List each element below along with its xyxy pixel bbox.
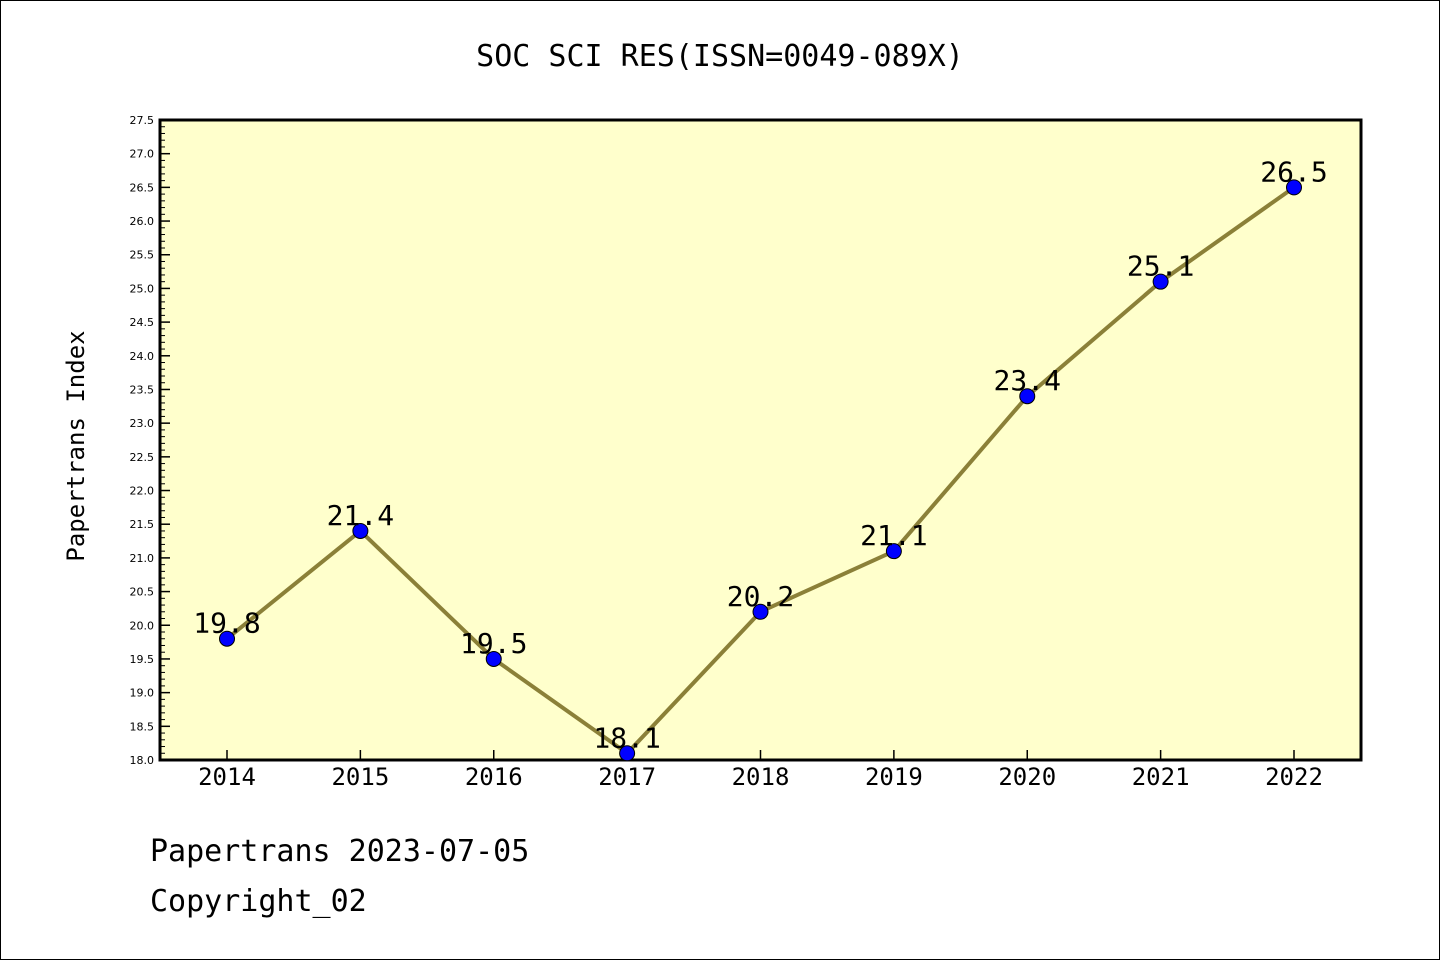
y-tick-label: 26.0 — [130, 215, 155, 228]
data-label: 18.1 — [593, 721, 660, 754]
data-point — [885, 543, 902, 560]
data-label: 23.4 — [994, 364, 1061, 397]
y-tick-label: 23.5 — [130, 383, 155, 396]
data-point — [485, 650, 502, 667]
y-tick-label: 24.0 — [130, 350, 155, 363]
y-tick-label: 21.5 — [130, 518, 155, 531]
chart-title: SOC SCI RES(ISSN=0049-089X) — [476, 39, 964, 74]
y-tick-label: 20.5 — [130, 586, 155, 599]
data-label: 21.4 — [327, 499, 394, 532]
data-point — [352, 522, 369, 539]
data-point — [752, 603, 769, 620]
data-point — [619, 745, 636, 762]
y-tick-label: 22.0 — [130, 485, 155, 498]
y-tick-label: 20.0 — [130, 619, 155, 632]
data-point — [1152, 273, 1169, 290]
x-tick-label: 2022 — [1265, 763, 1323, 791]
data-point — [1019, 388, 1036, 405]
x-tick-label: 2021 — [1132, 763, 1190, 791]
x-tick-label: 2014 — [198, 763, 256, 791]
data-label: 26.5 — [1260, 155, 1327, 188]
y-tick-label: 18.0 — [130, 754, 155, 767]
data-label: 19.8 — [193, 607, 260, 640]
x-tick-label: 2016 — [465, 763, 523, 791]
data-points — [219, 179, 1302, 762]
x-tick-label: 2017 — [598, 763, 656, 791]
x-tick-label: 2015 — [331, 763, 389, 791]
y-axis: 18.0 18.5 19.0 19.5 20.0 20.5 21.0 21.5 22.0 22.5… — [130, 114, 170, 767]
footer-date-line: Papertrans 2023-07-05 — [150, 834, 530, 869]
y-tick-label: 19.0 — [130, 687, 155, 700]
data-point — [219, 630, 235, 647]
y-tick-label: 24.5 — [130, 316, 155, 329]
x-tick-label: 2018 — [732, 763, 790, 791]
plot-area — [158, 118, 1363, 762]
data-labels: 19.8 21.4 19.5 18.1 20.2 21.1 23.4 25.1 26.5 — [193, 155, 1327, 754]
y-tick-label: 19.5 — [130, 653, 155, 666]
y-tick-label: 27.5 — [130, 114, 155, 127]
y-tick-label: 27.0 — [130, 148, 155, 161]
y-tick-label: 26.5 — [130, 181, 155, 194]
x-tick-label: 2020 — [998, 763, 1056, 791]
y-tick-label: 18.5 — [130, 720, 155, 733]
data-label: 19.5 — [460, 627, 527, 660]
footer-copyright-line: Copyright_02 — [150, 884, 367, 919]
y-tick-label: 21.0 — [130, 552, 155, 565]
data-label: 25.1 — [1127, 250, 1194, 283]
data-label: 21.1 — [860, 519, 927, 552]
y-tick-label: 23.0 — [130, 417, 155, 430]
data-label: 20.2 — [727, 580, 794, 613]
data-point — [1286, 179, 1302, 196]
x-tick-label: 2019 — [865, 763, 923, 791]
y-tick-label: 22.5 — [130, 451, 155, 464]
x-axis: 2014 2015 2016 2017 2018 2019 2020 2021 2022 — [198, 750, 1323, 791]
y-axis-label: Papertrans Index — [62, 330, 90, 561]
y-tick-label: 25.0 — [130, 282, 155, 295]
y-tick-label: 25.5 — [130, 249, 155, 262]
